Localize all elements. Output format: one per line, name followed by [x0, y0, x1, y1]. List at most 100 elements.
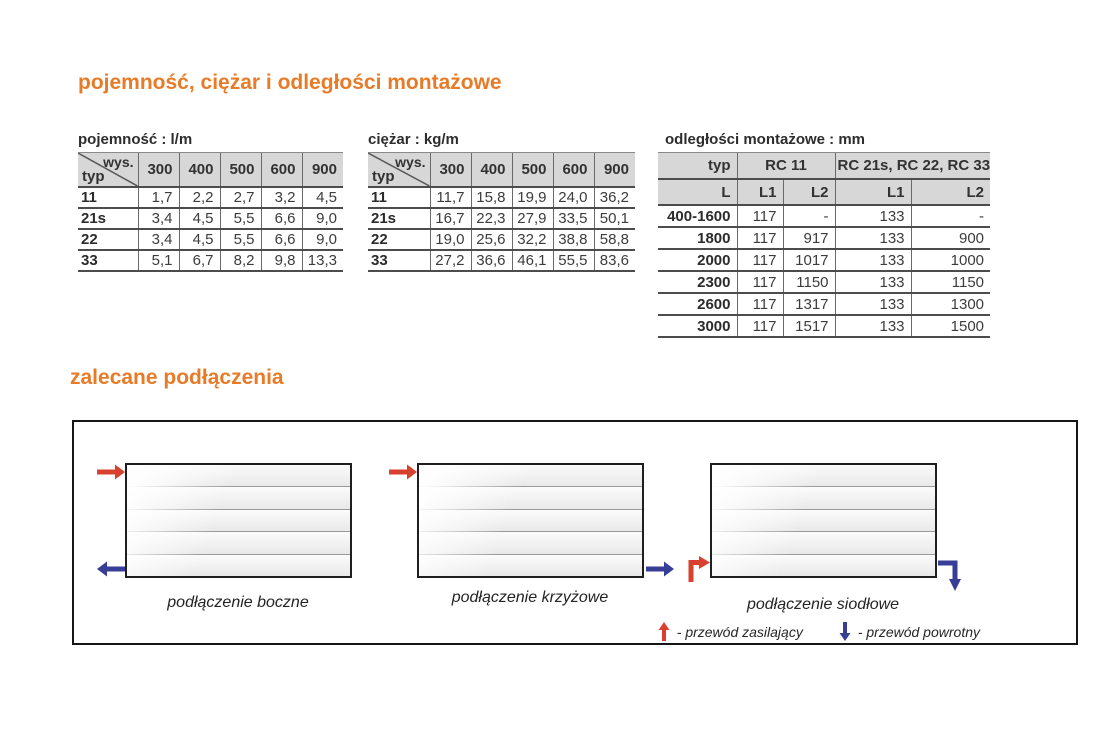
section-title: zalecane podłączenia [70, 366, 284, 389]
return-arrow-icon [646, 561, 674, 577]
cell: 133 [834, 270, 912, 293]
row-header: 21s [368, 207, 430, 229]
cell: 1150 [782, 270, 836, 293]
cell: 900 [910, 226, 991, 249]
cell: 9,0 [301, 207, 343, 229]
legend-return-label: - przewód powrotny [857, 623, 980, 640]
cell: 133 [834, 314, 912, 338]
table-row: 11 11,7 15,8 19,9 24,0 36,2 [368, 186, 635, 208]
cell: 133 [834, 292, 912, 315]
cell: 3,4 [137, 207, 179, 229]
cell: 117 [736, 226, 783, 249]
capacity-table: wys. typ 300 400 500 600 900 11 1,7 2,2 … [78, 152, 343, 272]
weight-header-row: wys. typ 300 400 500 600 900 [368, 152, 635, 187]
table-row: 22 3,4 4,5 5,5 6,6 9,0 [78, 228, 343, 250]
column-header: 500 [219, 152, 261, 187]
cell: 9,8 [260, 249, 302, 272]
cell: - [782, 204, 836, 227]
cell: 38,8 [552, 228, 594, 250]
column-header: 500 [511, 152, 553, 187]
cell: 11,7 [429, 186, 471, 208]
cell: 27,9 [511, 207, 553, 229]
cell: 5,5 [219, 228, 261, 250]
cell: 16,7 [429, 207, 471, 229]
corner-wys-label: wys. [103, 154, 134, 170]
corner-wys-label: wys. [395, 154, 426, 170]
cell: 6,7 [178, 249, 220, 272]
row-header: 11 [368, 186, 430, 208]
cell: 1,7 [137, 186, 179, 208]
table-row: 400-1600 117 - 133 - [658, 204, 991, 227]
column-header: L1 [834, 178, 912, 205]
row-header: 2300 [658, 270, 737, 293]
row-header: 1800 [658, 226, 737, 249]
cell: 55,5 [552, 249, 594, 272]
cell: 117 [736, 204, 783, 227]
table-row: 2300 117 1150 133 1150 [658, 270, 991, 293]
cell: 5,5 [219, 207, 261, 229]
cell: 2,7 [219, 186, 261, 208]
column-header: L [658, 178, 737, 205]
row-header: 22 [368, 228, 430, 250]
cell: 33,5 [552, 207, 594, 229]
distances-table-label: odległości montażowe : mm [665, 131, 866, 148]
cell: 27,2 [429, 249, 471, 272]
cell: 4,5 [301, 186, 343, 208]
table-row: 1800 117 917 133 900 [658, 226, 991, 249]
distances-group-header-row: typ RC 11 RC 21s, RC 22, RC 33 [658, 152, 991, 179]
corner-cell: wys. typ [78, 152, 138, 187]
cell: 4,5 [178, 207, 220, 229]
cell: 13,3 [301, 249, 343, 272]
column-header: 400 [470, 152, 512, 187]
column-header: L2 [782, 178, 836, 205]
cell: 58,8 [593, 228, 635, 250]
diagonal-divider [368, 153, 430, 186]
column-header: 900 [301, 152, 343, 187]
cell: 133 [834, 226, 912, 249]
cell: 117 [736, 270, 783, 293]
cell: 6,6 [260, 207, 302, 229]
cell: 9,0 [301, 228, 343, 250]
capacity-header-row: wys. typ 300 400 500 600 900 [78, 152, 343, 187]
cell: 36,6 [470, 249, 512, 272]
cell: 24,0 [552, 186, 594, 208]
column-header: L1 [736, 178, 783, 205]
cell: 117 [736, 292, 783, 315]
legend: - przewód zasilający - przewód powrotny [658, 622, 980, 641]
weight-table-label: ciężar : kg/m [368, 131, 459, 148]
radiator-sheen [419, 465, 642, 576]
weight-table: wys. typ 300 400 500 600 900 11 11,7 15,… [368, 152, 635, 272]
cell: 83,6 [593, 249, 635, 272]
diagram-caption: podłączenie siodłowe [746, 596, 900, 613]
radiator-sheen [127, 465, 350, 576]
row-header: 11 [78, 186, 138, 208]
corner-typ-label: typ [82, 168, 105, 185]
row-header: 33 [368, 249, 430, 272]
radiator-panel [710, 463, 937, 578]
supply-up-arrow-icon [658, 622, 670, 641]
cell: 3,2 [260, 186, 302, 208]
radiator-sheen [712, 465, 935, 576]
cell: 8,2 [219, 249, 261, 272]
cell: 133 [834, 248, 912, 271]
cell: 4,5 [178, 228, 220, 250]
cell: 133 [834, 204, 912, 227]
row-header: 2600 [658, 292, 737, 315]
return-elbow-arrow-icon [938, 560, 961, 591]
supply-elbow-arrow-icon [688, 556, 710, 582]
legend-supply-label: - przewód zasilający [676, 623, 803, 640]
table-row: 2600 117 1317 133 1300 [658, 292, 991, 315]
column-header: 300 [137, 152, 179, 187]
cell: 117 [736, 248, 783, 271]
distances-sub-header-row: L L1 L2 L1 L2 [658, 178, 991, 205]
table-row: 21s 3,4 4,5 5,5 6,6 9,0 [78, 207, 343, 229]
cell: 46,1 [511, 249, 553, 272]
cell: 15,8 [470, 186, 512, 208]
cell: 50,1 [593, 207, 635, 229]
legend-supply-item: - przewód zasilający [658, 622, 803, 641]
cell: 5,1 [137, 249, 179, 272]
cell: 32,2 [511, 228, 553, 250]
table-row: 21s 16,7 22,3 27,9 33,5 50,1 [368, 207, 635, 229]
table-row: 11 1,7 2,2 2,7 3,2 4,5 [78, 186, 343, 208]
row-header: 2000 [658, 248, 737, 271]
